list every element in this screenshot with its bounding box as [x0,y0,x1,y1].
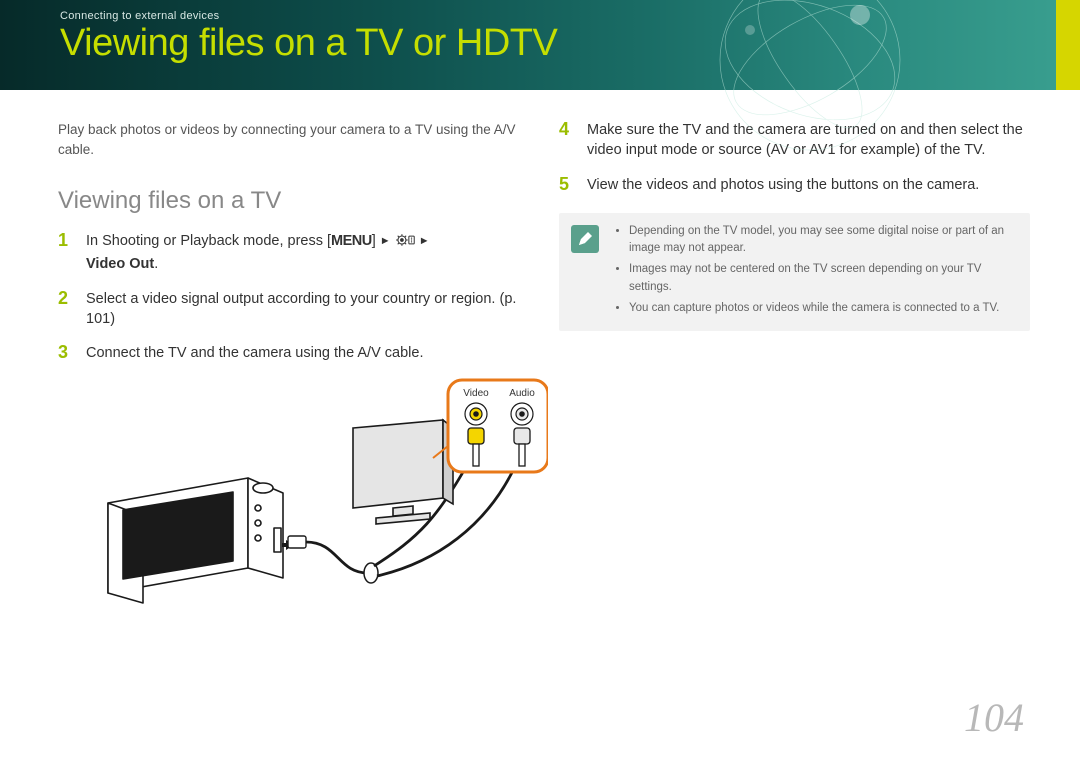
step-text: . [154,256,158,272]
step-5: 5 View the videos and photos using the b… [559,175,1030,195]
step-body: View the videos and photos using the but… [587,175,1030,195]
content-area: Play back photos or videos by connecting… [0,90,1080,613]
side-tab [1056,0,1080,90]
page-header: Connecting to external devices Viewing f… [0,0,1080,90]
step-number: 4 [559,120,575,140]
page-number: 104 [964,694,1024,741]
step-body: Make sure the TV and the camera are turn… [587,120,1030,161]
right-column: 4 Make sure the TV and the camera are tu… [559,120,1030,613]
section-heading: Viewing files on a TV [58,187,529,215]
video-label: Video [463,388,489,399]
breadcrumb: Connecting to external devices [60,10,1080,22]
arrow-icon: ► [380,235,391,247]
step-body: In Shooting or Playback mode, press [MEN… [86,231,529,275]
step-body: Connect the TV and the camera using the … [86,343,529,363]
step-body: Select a video signal output according t… [86,289,529,330]
step-bold: Video Out [86,256,154,272]
step-3: 3 Connect the TV and the camera using th… [58,343,529,363]
note-icon [571,225,599,253]
step-number: 5 [559,175,575,195]
step-4: 4 Make sure the TV and the camera are tu… [559,120,1030,161]
menu-label: MENU [331,233,372,249]
arrow-icon: ► [419,235,430,247]
step-2: 2 Select a video signal output according… [58,289,529,330]
note-item: You can capture photos or videos while t… [629,300,1016,317]
step-number: 3 [58,343,74,363]
left-column: Play back photos or videos by connecting… [58,120,529,613]
note-list: Depending on the TV model, you may see s… [613,223,1016,321]
audio-label: Audio [509,388,535,399]
note-box: Depending on the TV model, you may see s… [559,213,1030,331]
note-item: Depending on the TV model, you may see s… [629,223,1016,258]
step-number: 1 [58,231,74,251]
page-title: Viewing files on a TV or HDTV [60,24,1080,64]
step-text: In Shooting or Playback mode, press [ [86,233,331,249]
step-number: 2 [58,289,74,309]
step-1: 1 In Shooting or Playback mode, press [M… [58,231,529,275]
intro-text: Play back photos or videos by connecting… [58,120,529,159]
gear-icon [395,232,415,254]
connection-diagram: Video Audio [88,378,529,613]
step-text: ] [372,233,380,249]
note-item: Images may not be centered on the TV scr… [629,261,1016,296]
